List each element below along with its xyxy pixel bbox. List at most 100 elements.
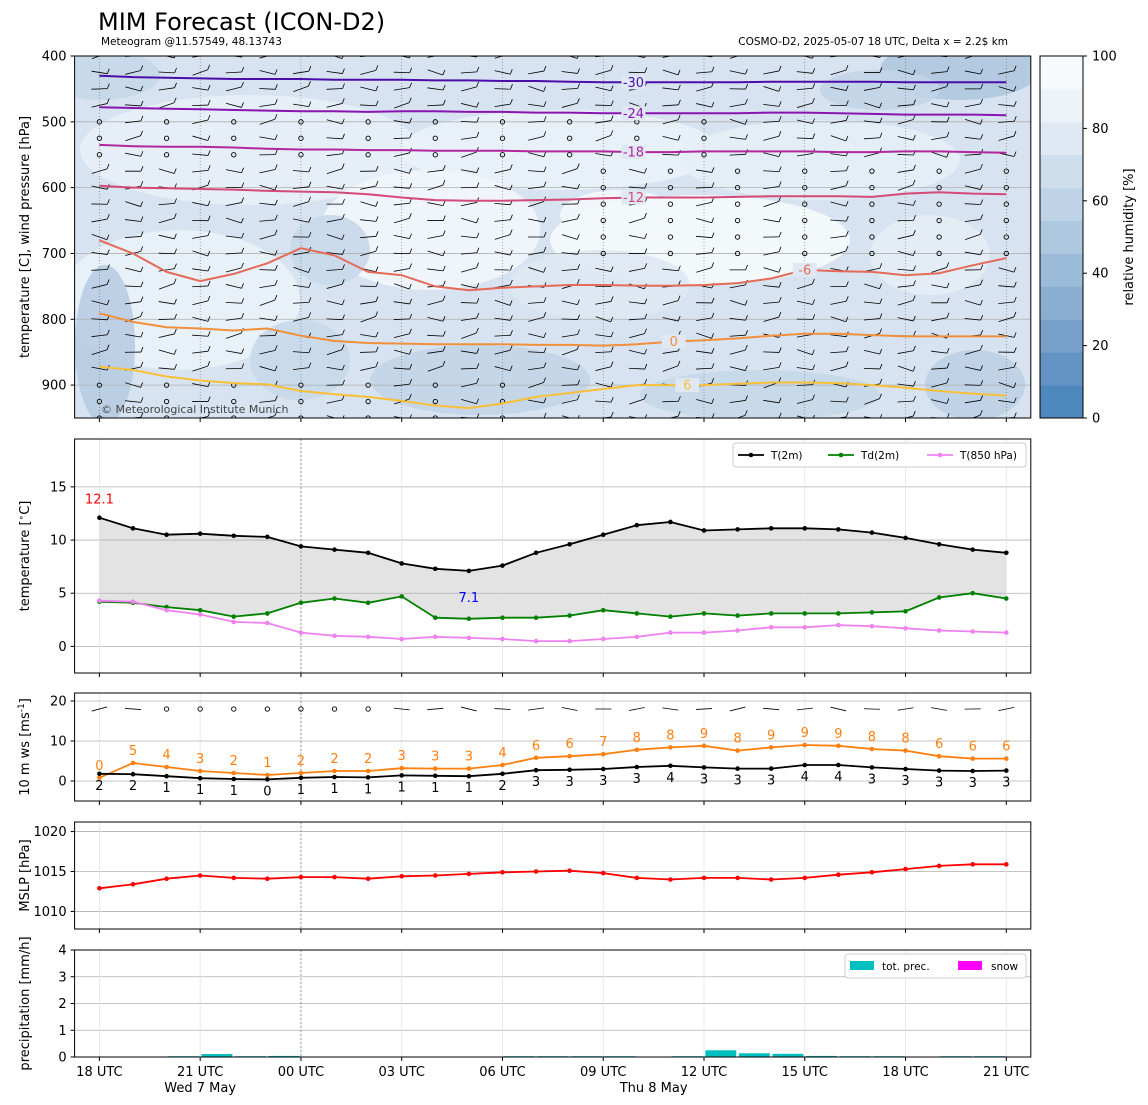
wind-barb-flag	[745, 315, 748, 321]
wind-barb	[897, 268, 914, 272]
td2m-point	[869, 610, 875, 615]
wind-barb	[528, 399, 545, 404]
wind-barb-flag	[308, 217, 312, 223]
wind-barb	[971, 414, 981, 418]
isotherm-label-bg	[792, 262, 817, 277]
colorbar-tick-label: 20	[1092, 339, 1109, 354]
wind-barb	[931, 399, 947, 404]
y-tick-label: 900	[42, 379, 67, 394]
wind-barb	[192, 285, 209, 288]
gust-label: 6	[1002, 740, 1010, 755]
wind-barb-flag	[140, 115, 144, 121]
wind-barb-flag	[106, 234, 110, 240]
wind-barb-flag	[308, 347, 312, 353]
wind-barb	[696, 332, 712, 339]
wind-barb-flag	[1013, 281, 1017, 288]
wind-barb	[628, 416, 640, 418]
wind-barb-flag	[879, 298, 883, 304]
isotherm-line	[99, 312, 1007, 347]
wind-barb	[360, 366, 376, 371]
isotherm-label: 0	[670, 335, 678, 350]
wind-barb-flag	[711, 262, 715, 268]
t2m-point	[332, 547, 337, 552]
wind-barb-flag	[342, 184, 345, 190]
wind-barb-flag	[409, 168, 412, 174]
t850-point	[500, 636, 505, 642]
wind-barb-flag	[611, 50, 613, 55]
wind-speed-label: 1	[431, 781, 439, 796]
wind-barb-flag	[677, 135, 681, 141]
wind-barb	[897, 184, 914, 191]
td2m-point	[365, 600, 371, 606]
wind-barb-flag	[207, 265, 211, 272]
wind-speed-point	[500, 771, 505, 777]
mslp-point	[231, 875, 237, 881]
wind-barb-flag	[946, 297, 950, 303]
wind-barb	[393, 383, 410, 387]
wind-barb-flag	[476, 327, 479, 334]
td2m-point	[970, 590, 976, 596]
calm-circle	[298, 382, 304, 388]
wind-barb-flag	[207, 64, 211, 70]
gust-label: 8	[633, 731, 641, 746]
wind-barb-flag	[879, 348, 883, 355]
wind-barb-flag	[308, 231, 312, 238]
gust-point	[701, 743, 707, 749]
wind-barb-flag	[913, 84, 916, 90]
wind-barb	[360, 334, 377, 338]
wind-barb	[461, 267, 477, 273]
wind-barb-flag	[543, 131, 547, 137]
wind-barb-flag	[140, 246, 144, 252]
wind-barb	[293, 218, 309, 223]
wind-barb	[561, 415, 572, 418]
wind-barb	[561, 185, 578, 190]
wind-barb-flag	[711, 363, 715, 369]
calm-circle	[600, 217, 606, 224]
wind-barb	[326, 137, 343, 140]
wind-barb-flag	[442, 69, 446, 76]
mslp-line	[99, 863, 1007, 890]
wind-barb-flag	[610, 100, 614, 106]
wind-barb-flag	[409, 67, 413, 73]
wind-barb-flag	[476, 363, 480, 369]
wind-barb-flag	[946, 362, 950, 369]
wind-barb-flag	[778, 181, 782, 187]
wind-barb-flag	[644, 298, 648, 304]
wind-barb-flag	[879, 102, 882, 108]
wind-barb	[595, 400, 612, 403]
wind-barb	[595, 135, 611, 142]
wind-barb-flag	[879, 313, 883, 319]
wind-speed-label: 1	[162, 781, 170, 796]
wind-barb	[763, 152, 780, 158]
mslp-point	[432, 873, 438, 878]
mslp-point	[869, 870, 875, 875]
wind-barb-flag	[543, 151, 547, 157]
wind-barb	[729, 349, 746, 355]
wind-barb	[830, 120, 847, 124]
wind-barb	[931, 151, 947, 158]
wind-barb-flag	[442, 295, 446, 301]
wind-barb-flag	[476, 398, 479, 404]
wind-barb	[393, 217, 410, 224]
legend-swatch	[958, 961, 982, 970]
wind-barb-flag	[946, 312, 950, 318]
wind-barb	[225, 284, 242, 289]
wind-barb-flag	[879, 67, 883, 73]
wind-barb-flag	[879, 283, 882, 289]
wind-barb	[964, 349, 981, 355]
wind-barb	[763, 707, 780, 711]
calm-circle	[802, 234, 808, 240]
humidity-region	[820, 70, 940, 110]
wind-speed-label: 3	[1002, 776, 1010, 791]
wind-barb	[595, 366, 612, 371]
wind-barb	[225, 86, 242, 92]
wind-barb	[998, 267, 1015, 273]
wind-barb	[125, 86, 141, 92]
colorbar-step	[1040, 220, 1083, 254]
wind-barb-flag	[913, 164, 916, 171]
isotherm-line	[99, 239, 1007, 292]
t2m-point	[802, 526, 808, 531]
wind-barb	[763, 351, 780, 353]
wind-barb-flag	[409, 298, 412, 305]
wind-barb	[192, 119, 209, 125]
